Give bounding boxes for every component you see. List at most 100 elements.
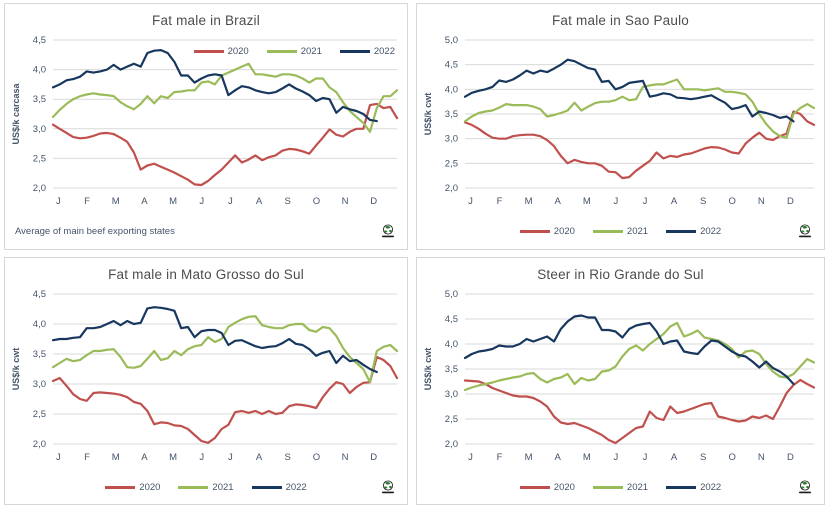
x-tick-label: N — [758, 196, 765, 207]
legend-label: 2022 — [700, 225, 722, 237]
legend-item-2021: 2021 — [266, 46, 322, 57]
x-tick-label: J — [56, 452, 61, 463]
y-tick-label: 5,0 — [445, 289, 458, 300]
line-chart-sao-paulo: 5,0 4,5 4,0 3,5 3,0 2,5 2,0 J F M A M J J A S O N D US$/k c… — [423, 35, 816, 207]
legend-item-2022: 2022 — [251, 481, 307, 493]
x-tick-label: O — [313, 452, 320, 463]
x-tick-label: S — [285, 196, 291, 207]
y-tick-label: 2,0 — [33, 183, 46, 194]
legend-swatch — [339, 50, 370, 53]
y-tick-label: 2,5 — [33, 409, 46, 420]
legend-swatch — [592, 485, 623, 489]
legend-item-2020: 2020 — [519, 225, 575, 237]
x-tick-label: D — [370, 196, 377, 207]
legend-label: 2020 — [553, 481, 575, 493]
x-tick-label: J — [468, 196, 473, 207]
y-axis-label: US$/k carcasa — [11, 82, 21, 144]
x-tick-label: A — [256, 196, 263, 207]
y-tick-label: 2,5 — [445, 158, 458, 169]
y-axis-label: US$/k cwt — [423, 93, 433, 136]
legend-label: 2021 — [626, 225, 649, 237]
x-tick-label: N — [342, 196, 349, 207]
legend-item-2021: 2021 — [592, 482, 648, 493]
x-tick-label: A — [141, 452, 148, 463]
y-tick-label: 3,0 — [33, 124, 46, 135]
series-line-2021 — [51, 62, 399, 133]
series-line-2020 — [51, 102, 399, 187]
x-tick-label: A — [256, 452, 263, 463]
x-tick-label: M — [112, 452, 120, 463]
x-tick-label: A — [555, 196, 562, 207]
y-tick-label: 4,0 — [33, 65, 46, 76]
legend-swatch — [519, 485, 550, 489]
x-tick-label: J — [643, 196, 648, 207]
y-tick-label: 3,5 — [445, 364, 458, 375]
legend-label: 2021 — [212, 481, 234, 493]
y-tick-label: 3,0 — [445, 134, 458, 145]
legend-swatch — [592, 229, 623, 233]
x-tick-label: M — [583, 452, 591, 463]
legend-item-2022: 2022 — [666, 482, 721, 493]
x-tick-label: S — [285, 452, 291, 463]
line-chart-rio-grande: 5,0 4,5 4,0 3,5 3,0 2,5 2,0 J F M A M J J A S O N D US$/k c… — [423, 289, 816, 463]
legend-label: 2021 — [300, 46, 322, 57]
series-line-2022 — [51, 49, 378, 123]
y-tick-label: 4,0 — [445, 84, 458, 95]
legend: 2020 2021 2022 — [445, 226, 796, 237]
legend-swatch — [519, 229, 550, 233]
chart-title: Fat male in Mato Grosso do Sul — [108, 267, 304, 282]
y-tick-label: 4,5 — [33, 289, 46, 300]
chart-title: Fat male in Brazil — [152, 13, 260, 28]
legend-swatch — [666, 485, 697, 489]
x-tick-label: O — [729, 452, 736, 463]
x-tick-label: M — [169, 452, 177, 463]
x-tick-label: S — [700, 196, 706, 207]
chart-panel-sao-paulo: Fat male in Sao Paulo 5,0 4,5 4,0 3,5 3,0 2,5… — [416, 3, 825, 250]
x-tick-label: N — [758, 452, 765, 463]
y-tick-label: 5,0 — [445, 35, 458, 46]
x-tick-label: D — [787, 196, 794, 207]
y-axis-label: US$/k cwt — [423, 348, 433, 391]
legend: 2020 2021 2022 — [445, 482, 796, 493]
x-tick-label: J — [643, 452, 648, 463]
x-tick-label: A — [141, 196, 148, 207]
legend-swatch — [251, 485, 282, 489]
y-tick-label: 3,5 — [445, 109, 458, 120]
x-tick-label: F — [84, 452, 90, 463]
legend-swatch — [193, 50, 224, 53]
chart-footnote: Average of main beef exporting states — [15, 225, 175, 237]
legend: 2020 2021 2022 — [193, 46, 395, 57]
y-tick-label: 2,0 — [33, 439, 46, 450]
x-tick-label: F — [497, 196, 503, 207]
line-chart-brazil: 4,5 4,0 3,5 3,0 2,5 2,0 J F M A M J J A S O N D US$/k carc… — [11, 35, 399, 207]
y-tick-label: 4,0 — [33, 319, 46, 330]
legend-swatch — [105, 485, 136, 489]
x-tick-label: M — [112, 196, 120, 207]
y-tick-label: 4,5 — [33, 35, 46, 46]
legend-label: 2020 — [553, 225, 575, 237]
y-tick-label: 4,0 — [445, 339, 458, 350]
y-tick-label: 2,5 — [445, 414, 458, 425]
series-line-2022 — [51, 306, 378, 374]
legend-label: 2022 — [285, 481, 307, 493]
legend-item-2020: 2020 — [193, 46, 249, 57]
legend: 2020 2021 2022 — [33, 482, 379, 493]
series-line-2022 — [463, 58, 795, 123]
x-tick-label: F — [497, 452, 503, 463]
x-tick-label: J — [199, 196, 204, 207]
series-line-2021 — [463, 78, 816, 139]
legend-item-2022: 2022 — [339, 46, 395, 57]
legend-item-2021: 2021 — [178, 481, 234, 493]
publisher-logo-icon — [382, 224, 394, 238]
chart-panel-brazil: Fat male in Brazil 4,5 4,0 3,5 3,0 2,5 2,0 J F M… — [4, 3, 408, 250]
series-line-2020 — [51, 355, 399, 444]
series-line-2021 — [51, 315, 399, 384]
series-line-2022 — [463, 314, 795, 386]
x-tick-label: M — [169, 196, 177, 207]
x-tick-label: O — [313, 196, 320, 207]
y-tick-label: 3,0 — [33, 379, 46, 390]
x-tick-label: J — [228, 196, 233, 207]
x-tick-label: A — [555, 452, 562, 463]
x-tick-label: D — [370, 452, 377, 463]
legend-item-2022: 2022 — [666, 226, 721, 237]
